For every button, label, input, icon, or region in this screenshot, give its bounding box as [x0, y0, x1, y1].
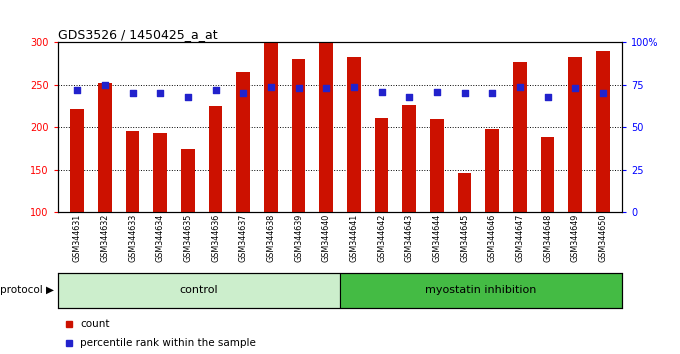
Bar — [541, 137, 554, 212]
Point — [487, 91, 498, 96]
Point — [431, 89, 442, 95]
Point — [321, 86, 332, 91]
Bar — [181, 149, 194, 212]
Text: count: count — [80, 319, 110, 329]
Bar — [126, 131, 139, 212]
Bar — [347, 57, 361, 212]
Bar — [70, 109, 84, 212]
Bar — [264, 42, 277, 212]
Bar — [568, 57, 582, 212]
Bar — [430, 119, 444, 212]
Bar — [403, 104, 416, 212]
Point — [238, 91, 249, 96]
Text: GDS3526 / 1450425_a_at: GDS3526 / 1450425_a_at — [58, 28, 218, 41]
Point — [348, 84, 359, 90]
Point — [404, 94, 415, 100]
Bar — [458, 173, 471, 212]
Point — [514, 84, 525, 90]
Point — [459, 91, 470, 96]
Point — [127, 91, 138, 96]
Point — [598, 91, 609, 96]
Point — [542, 94, 553, 100]
Point — [210, 87, 221, 93]
Text: myostatin inhibition: myostatin inhibition — [426, 285, 537, 295]
Bar — [596, 51, 610, 212]
Bar — [209, 106, 222, 212]
FancyBboxPatch shape — [340, 273, 622, 308]
Point — [99, 82, 110, 88]
Bar — [98, 83, 112, 212]
Point — [71, 87, 82, 93]
Bar — [319, 42, 333, 212]
Bar — [236, 72, 250, 212]
FancyBboxPatch shape — [58, 273, 340, 308]
Bar — [153, 132, 167, 212]
Point — [376, 89, 387, 95]
Point — [293, 86, 304, 91]
Point — [265, 84, 276, 90]
Bar — [292, 59, 305, 212]
Bar — [513, 62, 527, 212]
Point — [155, 91, 166, 96]
Bar — [375, 118, 388, 212]
Point — [182, 94, 193, 100]
Text: percentile rank within the sample: percentile rank within the sample — [80, 338, 256, 348]
Point — [570, 86, 581, 91]
Text: protocol ▶: protocol ▶ — [1, 285, 54, 295]
Bar — [486, 129, 499, 212]
Text: control: control — [180, 285, 218, 295]
